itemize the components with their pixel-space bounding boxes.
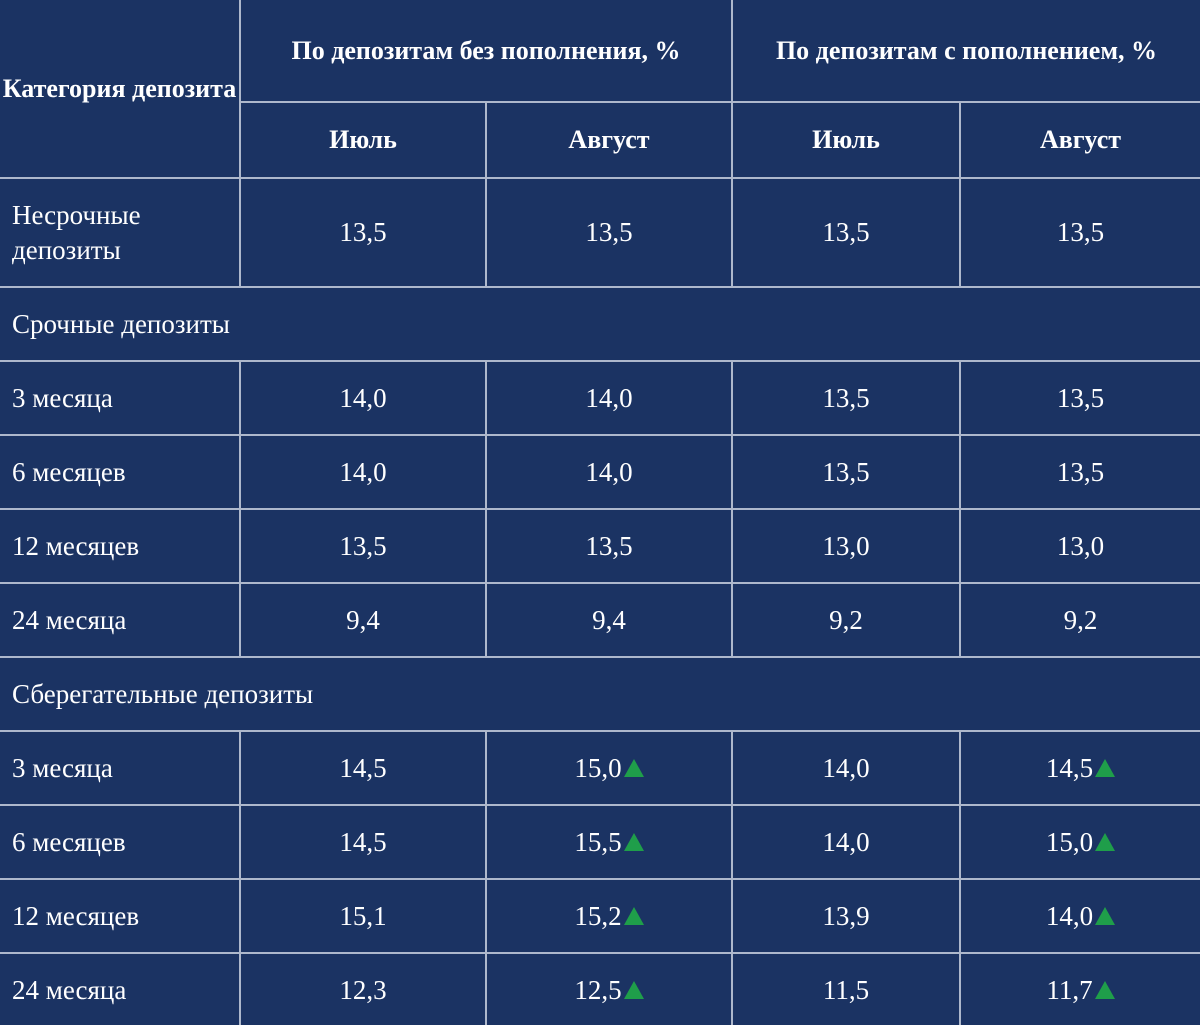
rate-cell: 14,5 [239, 730, 487, 806]
rate-cell: 13,0 [958, 508, 1200, 584]
rate-cell: 15,2 [485, 878, 733, 954]
increase-arrow-icon [623, 981, 644, 999]
rate-cell: 13,5 [731, 434, 961, 510]
table-row: 6 месяцев 14,5 15,5 14,0 15,0 [0, 804, 1200, 880]
rate-cell: 13,9 [731, 878, 961, 954]
row-category: 3 месяца [0, 360, 241, 436]
row-category: 24 месяца [0, 582, 241, 658]
rate-cell: 14,0 [239, 434, 487, 510]
rate-cell: 11,7 [958, 952, 1200, 1025]
row-category: 24 месяца [0, 952, 241, 1025]
rate-cell: 13,5 [731, 177, 961, 288]
row-category: 6 месяцев [0, 804, 241, 880]
section-row: Срочные депозиты [0, 286, 1200, 362]
rate-cell: 13,5 [485, 508, 733, 584]
rate-cell: 15,1 [239, 878, 487, 954]
rate-cell: 9,2 [958, 582, 1200, 658]
rate-cell: 13,5 [485, 177, 733, 288]
rate-cell: 14,0 [239, 360, 487, 436]
row-category: 12 месяцев [0, 878, 241, 954]
rate-cell: 13,5 [239, 177, 487, 288]
section-row: Сберегательные депозиты [0, 656, 1200, 732]
month-header-august-topup: Август [958, 101, 1200, 179]
rate-cell: 13,0 [731, 508, 961, 584]
table-row: 3 месяца 14,5 15,0 14,0 14,5 [0, 730, 1200, 806]
rate-cell: 14,0 [731, 730, 961, 806]
rate-cell: 13,5 [958, 434, 1200, 510]
table-row: 6 месяцев 14,0 14,0 13,5 13,5 [0, 434, 1200, 510]
increase-arrow-icon [1094, 981, 1115, 999]
section-title: Срочные депозиты [0, 286, 1200, 362]
row-category: 6 месяцев [0, 434, 241, 510]
increase-arrow-icon [623, 833, 644, 851]
rate-cell: 15,0 [958, 804, 1200, 880]
month-header-july-no-topup: Июль [240, 101, 487, 179]
rate-cell: 13,5 [731, 360, 961, 436]
rate-cell: 14,0 [485, 434, 733, 510]
section-title: Сберегательные депозиты [0, 656, 1200, 732]
rate-cell: 15,5 [485, 804, 733, 880]
row-category: Несрочные депозиты [0, 177, 241, 288]
table-row: 24 месяца 9,4 9,4 9,2 9,2 [0, 582, 1200, 658]
rate-cell: 14,5 [958, 730, 1200, 806]
table-row: 12 месяцев 15,1 15,2 13,9 14,0 [0, 878, 1200, 954]
rate-cell: 9,2 [731, 582, 961, 658]
rate-cell: 11,5 [731, 952, 961, 1025]
rate-cell: 13,5 [958, 360, 1200, 436]
rate-cell: 9,4 [485, 582, 733, 658]
group-header-no-topup: По депозитам без пополнения, % [239, 0, 733, 103]
table-row: 24 месяца 12,3 12,5 11,5 11,7 [0, 952, 1200, 1025]
table-row: 12 месяцев 13,5 13,5 13,0 13,0 [0, 508, 1200, 584]
table-row: 3 месяца 14,0 14,0 13,5 13,5 [0, 360, 1200, 436]
rate-cell: 14,0 [485, 360, 733, 436]
rate-cell: 12,3 [239, 952, 487, 1025]
category-header: Категория депозита [0, 0, 241, 179]
row-category: 12 месяцев [0, 508, 241, 584]
rate-cell: 15,0 [485, 730, 733, 806]
rate-cell: 14,5 [239, 804, 487, 880]
increase-arrow-icon [623, 907, 644, 925]
row-category: 3 месяца [0, 730, 241, 806]
rate-cell: 14,0 [958, 878, 1200, 954]
rate-cell: 14,0 [731, 804, 961, 880]
table-row: Несрочные депозиты 13,5 13,5 13,5 13,5 [0, 177, 1200, 288]
increase-arrow-icon [1095, 759, 1116, 777]
rate-cell: 13,5 [958, 177, 1200, 288]
month-header-july-topup: Июль [731, 101, 961, 179]
increase-arrow-icon [1095, 907, 1116, 925]
increase-arrow-icon [1095, 833, 1116, 851]
increase-arrow-icon [623, 759, 644, 777]
rate-cell: 9,4 [239, 582, 487, 658]
rate-cell: 12,5 [485, 952, 733, 1025]
rate-cell: 13,5 [239, 508, 487, 584]
month-header-august-no-topup: Август [485, 101, 733, 179]
group-header-topup: По депозитам с пополнением, % [730, 0, 1200, 103]
